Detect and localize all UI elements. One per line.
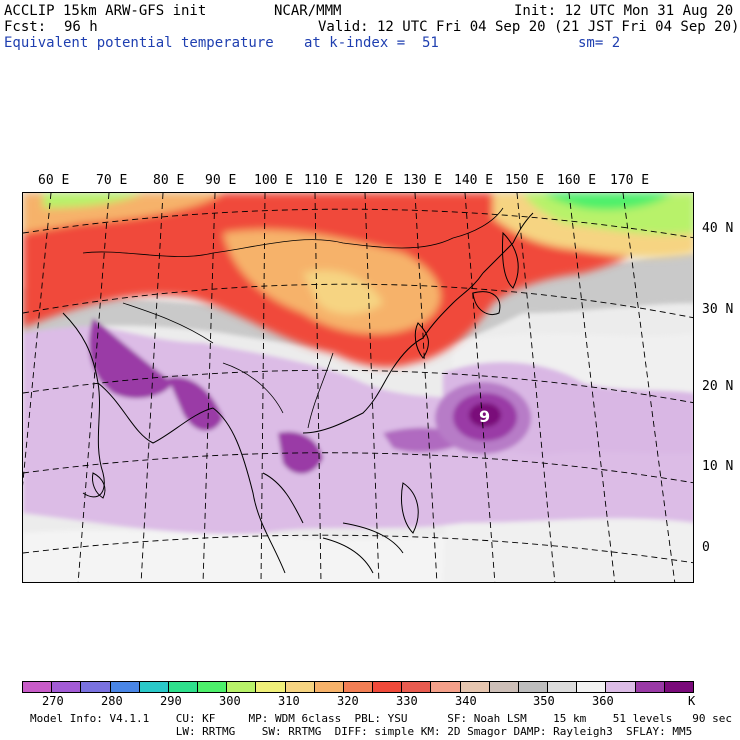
colorbar-segment xyxy=(402,682,432,692)
cbar-label-330: 330 xyxy=(396,694,418,708)
lon-label-130e: 130 E xyxy=(403,173,443,188)
colorbar xyxy=(22,681,694,693)
colorbar-segment xyxy=(52,682,82,692)
forecast-label: Fcst: xyxy=(4,19,47,35)
cbar-label-340: 340 xyxy=(455,694,477,708)
lon-label-90e: 90 E xyxy=(205,173,237,188)
colorbar-segment xyxy=(460,682,490,692)
level-index: at k-index = 51 xyxy=(304,35,439,51)
lon-label-170e: 170 E xyxy=(610,173,650,188)
lat-label-20n: 20 N xyxy=(702,379,734,394)
lon-label-150e: 150 E xyxy=(505,173,545,188)
colorbar-segment xyxy=(256,682,286,692)
colorbar-segment xyxy=(373,682,403,692)
field-shading xyxy=(23,253,693,582)
cbar-label-350: 350 xyxy=(533,694,555,708)
country-borders xyxy=(82,207,504,429)
colorbar-segment xyxy=(110,682,140,692)
colorbar-segment xyxy=(139,682,169,692)
smoothing: sm= 2 xyxy=(578,35,621,51)
valid-time: Valid: 12 UTC Fri 04 Sep 20 (21 JST Fri … xyxy=(318,19,740,35)
colorbar-segment xyxy=(227,682,257,692)
colorbar-segment xyxy=(198,682,228,692)
lon-label-60e: 60 E xyxy=(38,173,70,188)
field-name: Equivalent potential temperature xyxy=(4,35,274,51)
colorbar-segment xyxy=(23,682,53,692)
cbar-label-280: 280 xyxy=(101,694,123,708)
colorbar-segment xyxy=(518,682,549,692)
colorbar-segment xyxy=(548,682,578,692)
colorbar-segment xyxy=(431,682,461,692)
colorbar-segment xyxy=(168,682,199,692)
lon-label-80e: 80 E xyxy=(153,173,185,188)
colorbar-segment xyxy=(664,682,693,692)
colorbar-segment xyxy=(343,682,374,692)
colorbar-segment xyxy=(577,682,607,692)
coastlines xyxy=(62,212,534,574)
cbar-label-290: 290 xyxy=(160,694,182,708)
lat-label-0: 0 xyxy=(702,540,710,555)
organization: NCAR/MMM xyxy=(274,3,342,19)
cbar-label-310: 310 xyxy=(278,694,300,708)
cbar-label-270: 270 xyxy=(42,694,64,708)
init-time: Init: 12 UTC Mon 31 Aug 20 xyxy=(514,3,734,19)
typhoon-eye-icon: 9 xyxy=(479,407,490,426)
map-canvas: 9 xyxy=(23,193,693,582)
lon-label-140e: 140 E xyxy=(454,173,494,188)
lat-label-10n: 10 N xyxy=(702,459,734,474)
model-info-line2: LW: RRTMG SW: RRTMG DIFF: simple KM: 2D … xyxy=(30,725,693,738)
lon-label-100e: 100 E xyxy=(254,173,294,188)
lon-label-160e: 160 E xyxy=(557,173,597,188)
lon-label-120e: 120 E xyxy=(354,173,394,188)
model-info-line1: Model Info: V4.1.1 CU: KF MP: WDM 6class… xyxy=(30,712,732,725)
warm-continental-field xyxy=(23,193,693,368)
colorbar-segment xyxy=(314,682,344,692)
forecast-hour: 96 h xyxy=(64,19,98,35)
colorbar-segment xyxy=(285,682,315,692)
cbar-unit: K xyxy=(688,694,696,708)
cbar-label-320: 320 xyxy=(337,694,359,708)
model-title: ACCLIP 15km ARW-GFS init xyxy=(4,3,207,19)
cbar-label-360: 360 xyxy=(592,694,614,708)
lat-label-30n: 30 N xyxy=(702,302,734,317)
lon-label-110e: 110 E xyxy=(304,173,344,188)
colorbar-segment xyxy=(489,682,519,692)
cbar-label-300: 300 xyxy=(219,694,241,708)
colorbar-segment xyxy=(635,682,665,692)
lat-label-40n: 40 N xyxy=(702,221,734,236)
graticule xyxy=(23,193,693,582)
lon-label-70e: 70 E xyxy=(96,173,128,188)
colorbar-segment xyxy=(606,682,636,692)
colorbar-segment xyxy=(81,682,111,692)
theta-e-map: 9 xyxy=(22,192,694,583)
